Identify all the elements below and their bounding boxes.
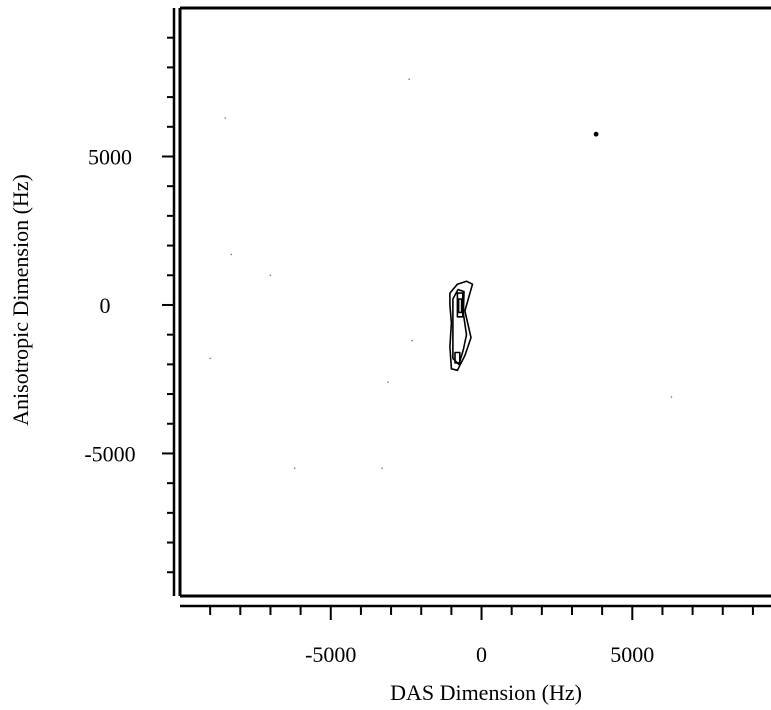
x-tick-label: -5000 [305, 642, 356, 667]
contour-level-2 [452, 288, 468, 366]
x-tick-label: 0 [476, 642, 487, 667]
noise-point [230, 253, 233, 256]
noise-point [408, 78, 410, 81]
contour-level-3 [456, 292, 464, 318]
y-tick-label: -5000 [84, 441, 135, 466]
y-tick-label: 0 [100, 293, 111, 318]
noise-point [209, 357, 211, 360]
x-axis-label: DAS Dimension (Hz) [390, 680, 582, 705]
y-axis: 5000 0 -5000 [84, 8, 176, 596]
noise-point [224, 117, 227, 119]
x-tick-label: 5000 [610, 642, 654, 667]
contour-level-4 [457, 298, 463, 314]
x-axis: -5000 0 5000 [180, 604, 771, 667]
noise-specks [209, 78, 673, 470]
y-axis-label: Anisotropic Dimension (Hz) [8, 174, 33, 426]
noise-point [293, 467, 296, 470]
contour-level-1 [449, 280, 474, 372]
noise-point [269, 274, 272, 277]
contour-lines [449, 280, 474, 372]
noise-point [381, 467, 383, 470]
noise-point [411, 339, 413, 342]
y-tick-label: 5000 [88, 144, 132, 169]
noise-point [387, 381, 389, 383]
plot-frame [178, 6, 771, 598]
noise-point [593, 131, 599, 137]
noise-point [670, 396, 673, 398]
contour-level-3 [454, 351, 461, 364]
